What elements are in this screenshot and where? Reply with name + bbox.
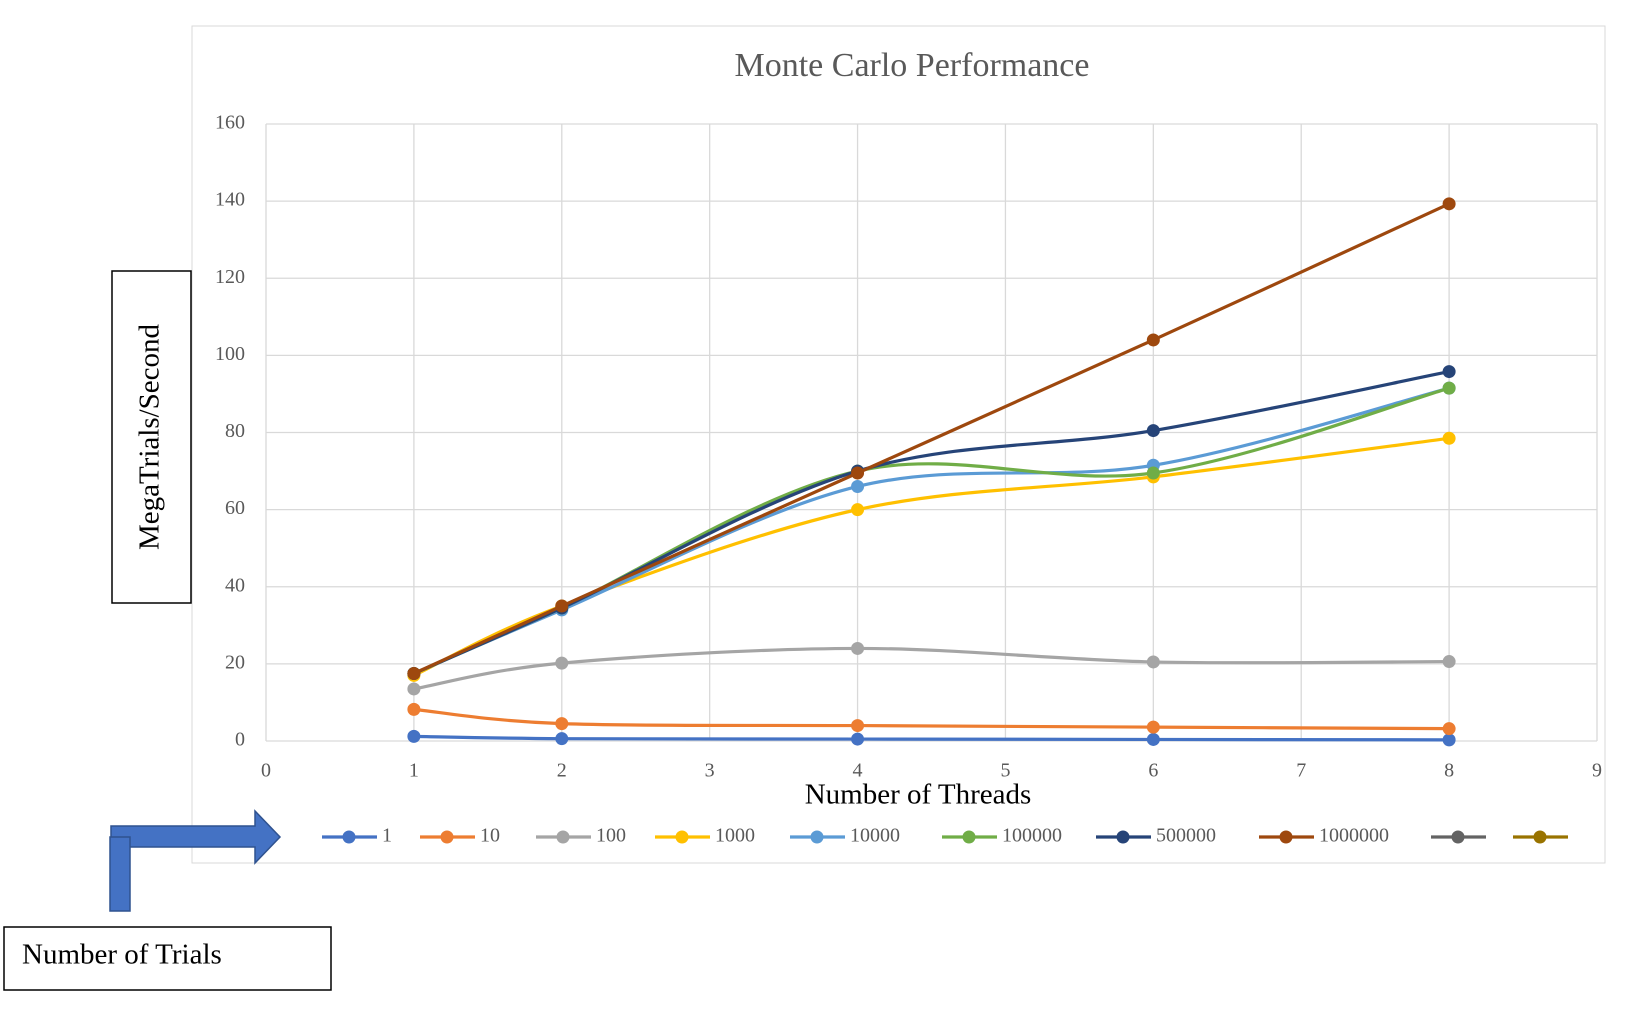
y-tick-label: 20 <box>225 651 245 673</box>
y-tick-label: 160 <box>215 112 245 134</box>
y-tick-label: 80 <box>225 420 245 442</box>
legend-label: 1000000 <box>1319 825 1389 847</box>
legend-marker <box>1451 830 1465 844</box>
x-tick-label: 4 <box>853 760 863 782</box>
legend-label: 100 <box>596 825 626 847</box>
data-point <box>1146 720 1160 734</box>
x-axis-label: Number of Threads <box>805 779 1032 811</box>
y-tick-label: 100 <box>215 343 245 365</box>
y-axis-label: MegaTrials/Second <box>134 323 166 550</box>
chart-title: Monte Carlo Performance <box>735 47 1090 84</box>
data-point <box>407 682 421 696</box>
x-tick-label: 5 <box>1000 760 1010 782</box>
data-point <box>555 656 569 670</box>
series-line <box>413 734 1450 742</box>
data-point <box>1146 466 1160 480</box>
legend-marker <box>342 830 356 844</box>
series-line <box>413 202 1450 675</box>
data-point <box>851 503 865 517</box>
legend-marker <box>556 830 570 844</box>
legend-label: 1 <box>382 825 392 847</box>
data-point <box>407 702 421 716</box>
data-point <box>1442 197 1456 211</box>
data-point <box>851 466 865 480</box>
legend-label: 100000 <box>1002 825 1062 847</box>
data-point <box>555 599 569 613</box>
legend-marker <box>1533 830 1547 844</box>
data-point <box>407 729 421 743</box>
data-point <box>555 732 569 746</box>
data-point <box>1442 381 1456 395</box>
x-tick-label: 3 <box>705 760 715 782</box>
chart-frame <box>191 25 1606 864</box>
legend-label: 10 <box>480 825 500 847</box>
data-point <box>555 717 569 731</box>
data-point <box>851 479 865 493</box>
data-point <box>851 641 865 655</box>
y-tick-label: 120 <box>215 266 245 288</box>
data-point <box>1146 655 1160 669</box>
annotation: Number of Trials <box>22 939 222 971</box>
data-point <box>851 732 865 746</box>
x-tick-label: 6 <box>1148 760 1158 782</box>
data-point <box>1146 333 1160 347</box>
x-tick-label: 0 <box>261 760 271 782</box>
data-point <box>1146 732 1160 746</box>
data-point <box>407 667 421 681</box>
legend-label: 500000 <box>1156 825 1216 847</box>
data-point <box>1146 424 1160 438</box>
y-tick-label: 60 <box>225 497 245 519</box>
legend-marker <box>1116 830 1130 844</box>
annotation-box <box>3 926 332 991</box>
legend-marker <box>810 830 824 844</box>
y-tick-label: 40 <box>225 574 245 596</box>
legend-marker <box>675 830 689 844</box>
y-tick-label: 0 <box>235 729 245 751</box>
legend-label: 10000 <box>850 825 900 847</box>
series-line <box>413 646 1450 691</box>
x-tick-label: 2 <box>557 760 567 782</box>
data-point <box>1442 733 1456 747</box>
x-tick-label: 9 <box>1592 760 1602 782</box>
data-point <box>851 719 865 733</box>
legend-label: 1000 <box>715 825 755 847</box>
y-label-box <box>111 270 192 604</box>
arrow <box>110 809 282 865</box>
data-point <box>1442 655 1456 669</box>
arrow-stem <box>109 836 131 912</box>
x-tick-label: 8 <box>1444 760 1454 782</box>
legend-marker <box>962 830 976 844</box>
series-line <box>413 707 1450 731</box>
data-point <box>1442 431 1456 445</box>
legend-marker <box>440 830 454 844</box>
data-point <box>1442 722 1456 736</box>
data-point <box>1442 365 1456 379</box>
x-tick-label: 7 <box>1296 760 1306 782</box>
legend-marker <box>1279 830 1293 844</box>
x-tick-label: 1 <box>409 760 419 782</box>
y-tick-label: 140 <box>215 189 245 211</box>
